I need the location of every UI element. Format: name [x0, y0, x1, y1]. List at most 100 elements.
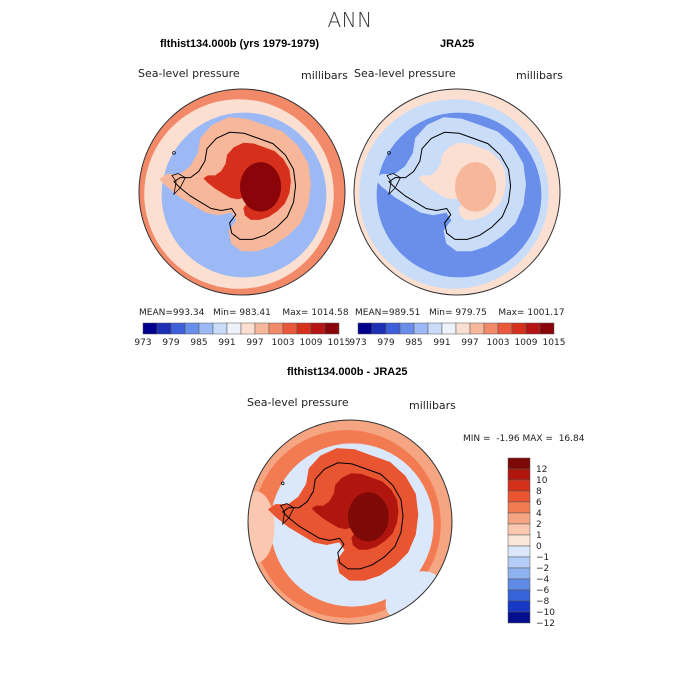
colorbar-swatch	[507, 490, 531, 503]
colorbar-swatch	[170, 322, 186, 335]
colorbar-swatch	[198, 322, 214, 335]
island	[280, 481, 285, 485]
colorbar-tick-label: 1009	[515, 338, 538, 348]
map-borders	[138, 88, 561, 625]
zone-plateau-max	[454, 162, 497, 212]
obs-max-value: 1001.17	[527, 308, 565, 318]
colorbar-tick-label: −1	[536, 553, 549, 563]
peninsula-coastline	[279, 503, 295, 526]
colorbar-tick-label: −12	[536, 619, 555, 629]
model-units-label: millibars	[301, 69, 348, 82]
colorbar-swatch	[507, 501, 531, 514]
colorbar-swatch	[507, 468, 531, 481]
model-mean-value: 993.34	[172, 308, 205, 318]
colorbar-tick-label: 991	[433, 338, 450, 348]
obs-map	[354, 89, 560, 295]
colorbar-tick-label: 985	[405, 338, 422, 348]
colorbar-swatch	[427, 322, 443, 335]
colorbar-swatch	[507, 600, 531, 613]
diff-map	[248, 420, 452, 624]
diff-variable-label: Sea-level pressure	[247, 396, 349, 409]
colorbar-tick-label: 973	[349, 338, 366, 348]
model-stats: MEAN=993.34 Min= 983.41 Max= 1014.58	[139, 308, 349, 318]
colorbar-tick-label: 0	[536, 542, 542, 552]
colorbar-tick-label: 979	[162, 338, 179, 348]
colorbar-tick-label: 1003	[487, 338, 510, 348]
colorbar-swatch	[184, 322, 200, 335]
obs-variable-label: Sea-level pressure	[354, 67, 456, 80]
figure-title: ANN	[327, 8, 373, 32]
colorbar-swatch	[441, 322, 457, 335]
model-mean-label: MEAN=	[139, 308, 173, 318]
coastline	[281, 462, 404, 570]
map-border	[138, 88, 346, 296]
colorbar-tick-label: 12	[536, 465, 547, 475]
colorbar-swatch	[357, 322, 373, 335]
colorbar-swatch	[507, 479, 531, 492]
island	[172, 151, 176, 155]
colorbar-swatch	[142, 322, 158, 335]
colorbar-swatch	[226, 322, 242, 335]
colorbar-swatch	[507, 611, 531, 624]
colorbar-tick-label: 1009	[300, 338, 323, 348]
colorbar-swatch	[507, 589, 531, 602]
diff-max-label: MAX =	[522, 434, 553, 444]
obs-stats: MEAN=989.51 Min= 979.75 Max= 1001.17	[355, 308, 565, 318]
colorbar-swatch	[324, 322, 340, 335]
zone-western-edge	[248, 491, 275, 563]
colorbar-swatch	[296, 322, 312, 335]
colorbar-swatch	[212, 322, 228, 335]
colorbar-swatch	[507, 556, 531, 569]
colorbar-tick-label: 985	[190, 338, 207, 348]
colorbar-swatch	[240, 322, 256, 335]
model-max-label: Max=	[282, 308, 309, 318]
obs-mean-label: MEAN=	[355, 308, 389, 318]
colorbar-swatch	[507, 545, 531, 558]
peninsula-coastline	[171, 173, 186, 196]
colorbar-tick-label: 1015	[543, 338, 566, 348]
colorbar-tick-label: 8	[536, 487, 542, 497]
colorbar-swatch	[507, 534, 531, 547]
diff-max-value: 16.84	[558, 434, 585, 444]
diff-units-label: millibars	[409, 399, 456, 412]
colorbar-swatch	[497, 322, 513, 335]
colorbar-swatch	[507, 523, 531, 536]
colorbar-tick-label: 1	[536, 531, 542, 541]
island	[387, 151, 391, 155]
diff-stats: MIN = -1.96 MAX = 16.84	[463, 434, 584, 444]
colorbar-swatch	[268, 322, 284, 335]
map-border	[353, 88, 561, 296]
model-min-label: Min=	[212, 308, 237, 318]
colorbar-tick-label: −6	[536, 586, 550, 596]
diff-min-value: -1.96	[496, 434, 520, 444]
colorbar-swatch	[455, 322, 471, 335]
obs-max-label: Max=	[498, 308, 525, 318]
colorbar-swatch	[539, 322, 555, 335]
colorbar-tick-label: 973	[134, 338, 151, 348]
map-border	[247, 419, 453, 625]
colorbar-tick-label: −4	[536, 575, 550, 585]
colorbar-swatch	[385, 322, 401, 335]
colorbar-tick-label: −2	[536, 564, 549, 574]
model-max-value: 1014.58	[311, 308, 349, 318]
model-map	[139, 89, 345, 295]
obs-panel-title: JRA25	[440, 38, 475, 50]
colorbar-swatch	[282, 322, 298, 335]
colorbar-swatch	[156, 322, 172, 335]
colorbar-swatch	[483, 322, 499, 335]
colorbar-swatch	[254, 322, 270, 335]
colorbar-tick-label: 10	[536, 476, 548, 486]
coastline	[173, 131, 297, 240]
obs-units-label: millibars	[516, 69, 563, 82]
peninsula-coastline	[386, 173, 401, 196]
diff-min-label: MIN =	[463, 434, 491, 444]
obs-min-value: 979.75	[455, 308, 487, 318]
colorbar-tick-label: 979	[377, 338, 394, 348]
colorbar-swatch	[507, 578, 531, 591]
colorbar-swatch	[507, 457, 531, 470]
colorbar-swatch	[507, 567, 531, 580]
colorbar-tick-label: 991	[218, 338, 235, 348]
colorbar-swatch	[507, 512, 531, 525]
colorbar-swatch	[525, 322, 541, 335]
